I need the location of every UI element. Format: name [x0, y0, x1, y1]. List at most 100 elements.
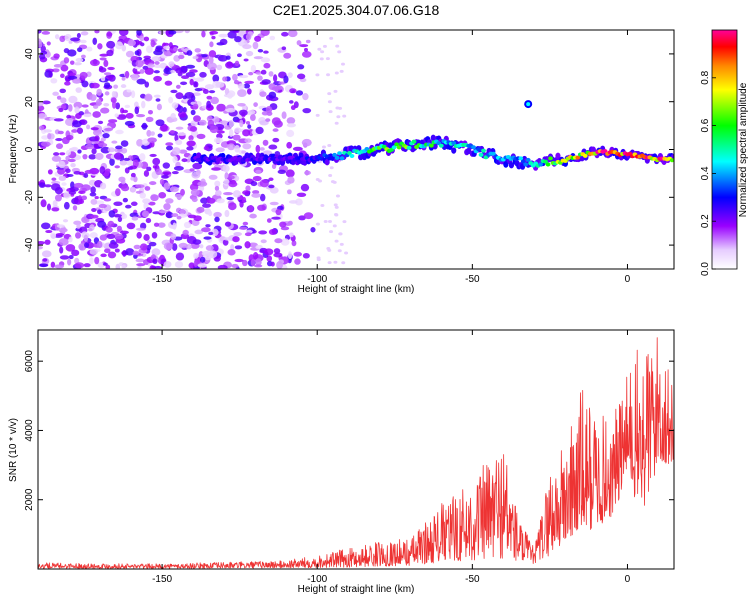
- noise-blob: [80, 31, 89, 36]
- noise-blob: [72, 205, 78, 211]
- noise-blob: [139, 69, 145, 74]
- signal-blob: [428, 143, 434, 148]
- noise-blob: [188, 135, 194, 141]
- noise-blob: [196, 133, 206, 140]
- noise-blob: [103, 82, 111, 89]
- noise-blob: [139, 192, 146, 199]
- noise-blob: [100, 146, 111, 154]
- noise-blob: [96, 240, 103, 249]
- noise-blob: [185, 64, 196, 69]
- noise-blob: [228, 129, 234, 138]
- noise-blob: [176, 215, 182, 220]
- noise-blob: [76, 127, 84, 134]
- noise-blob: [160, 123, 168, 132]
- snr-axes: -150 -100 -50 0 2000 4000 6000: [24, 330, 674, 585]
- noise-blob: [214, 180, 221, 187]
- noise-blob: [253, 102, 258, 107]
- noise-blob: [341, 62, 346, 66]
- noise-blob: [231, 263, 239, 269]
- noise-blob: [76, 223, 81, 229]
- noise-blob: [265, 118, 271, 122]
- noise-blob: [65, 134, 74, 141]
- noise-blob: [53, 53, 60, 59]
- noise-blob: [186, 50, 193, 56]
- noise-blob: [103, 59, 109, 68]
- noise-blob: [337, 50, 342, 54]
- noise-blob: [252, 190, 260, 195]
- noise-blob: [242, 129, 251, 137]
- colorbar-tick-label: 0.6: [700, 118, 711, 132]
- noise-blob: [50, 261, 56, 268]
- signal-blob: [349, 153, 355, 158]
- noise-blob: [266, 255, 273, 262]
- noise-blob: [81, 80, 89, 88]
- noise-blob: [243, 83, 251, 89]
- noise-blob: [171, 243, 178, 251]
- noise-blob: [287, 72, 293, 79]
- noise-blob: [268, 91, 277, 99]
- colorbar-tick-label: 0.4: [700, 166, 711, 180]
- noise-blob: [75, 232, 82, 239]
- noise-blob: [185, 72, 196, 78]
- signal-blob: [481, 148, 486, 153]
- noise-blob: [77, 149, 82, 154]
- signal-blob: [575, 155, 581, 160]
- noise-blob: [180, 188, 185, 196]
- noise-blob: [70, 146, 79, 152]
- noise-blob: [122, 213, 128, 219]
- noise-blob: [181, 75, 189, 80]
- noise-blob: [108, 210, 116, 218]
- noise-blob: [209, 30, 219, 35]
- noise-blob: [150, 194, 159, 202]
- noise-blob: [164, 80, 173, 86]
- noise-blob: [208, 210, 213, 217]
- noise-blob: [58, 175, 67, 181]
- noise-blob: [214, 216, 220, 223]
- noise-blob: [58, 160, 66, 169]
- noise-blob: [336, 115, 341, 119]
- noise-blob: [217, 264, 228, 269]
- noise-blob: [272, 128, 279, 132]
- noise-blob: [81, 231, 88, 236]
- noise-blob: [122, 197, 128, 203]
- noise-blob: [173, 46, 178, 52]
- noise-blob: [239, 200, 244, 208]
- noise-blob: [232, 134, 241, 141]
- noise-blob: [334, 71, 339, 75]
- noise-blob: [73, 62, 82, 66]
- noise-blob: [303, 212, 314, 220]
- noise-blob: [250, 258, 256, 267]
- noise-blob: [189, 78, 194, 86]
- noise-blob: [273, 74, 278, 83]
- noise-blob: [201, 30, 206, 38]
- noise-blob: [241, 150, 247, 154]
- noise-blob: [104, 127, 113, 132]
- noise-blob: [70, 37, 80, 42]
- noise-blob: [244, 241, 251, 249]
- noise-blob: [139, 35, 145, 42]
- spectrogram-panel: -150 -100 -50 0 -40 -20 0 20 40 Height of straig…: [8, 29, 675, 295]
- colorbar-tick-label: 0.0: [700, 262, 711, 276]
- x-tick-label: -50: [465, 274, 480, 285]
- noise-blob: [75, 87, 83, 93]
- noise-blob: [88, 154, 97, 160]
- noise-blob: [112, 100, 117, 109]
- noise-blob: [234, 127, 242, 134]
- noise-blob: [205, 224, 211, 228]
- noise-blob: [121, 109, 129, 114]
- noise-blob: [214, 185, 220, 192]
- noise-blob: [234, 144, 240, 153]
- noise-blob: [116, 114, 127, 120]
- noise-blob: [170, 69, 175, 74]
- noise-blob: [170, 89, 178, 94]
- noise-blob: [149, 153, 157, 157]
- noise-blob: [90, 186, 96, 194]
- noise-blob: [104, 248, 111, 254]
- noise-blob: [178, 149, 188, 154]
- noise-blob: [264, 248, 274, 256]
- noise-blob: [270, 261, 275, 267]
- noise-blob: [180, 81, 188, 86]
- noise-blob: [111, 91, 116, 98]
- noise-blob: [242, 44, 252, 50]
- noise-blob: [201, 227, 211, 233]
